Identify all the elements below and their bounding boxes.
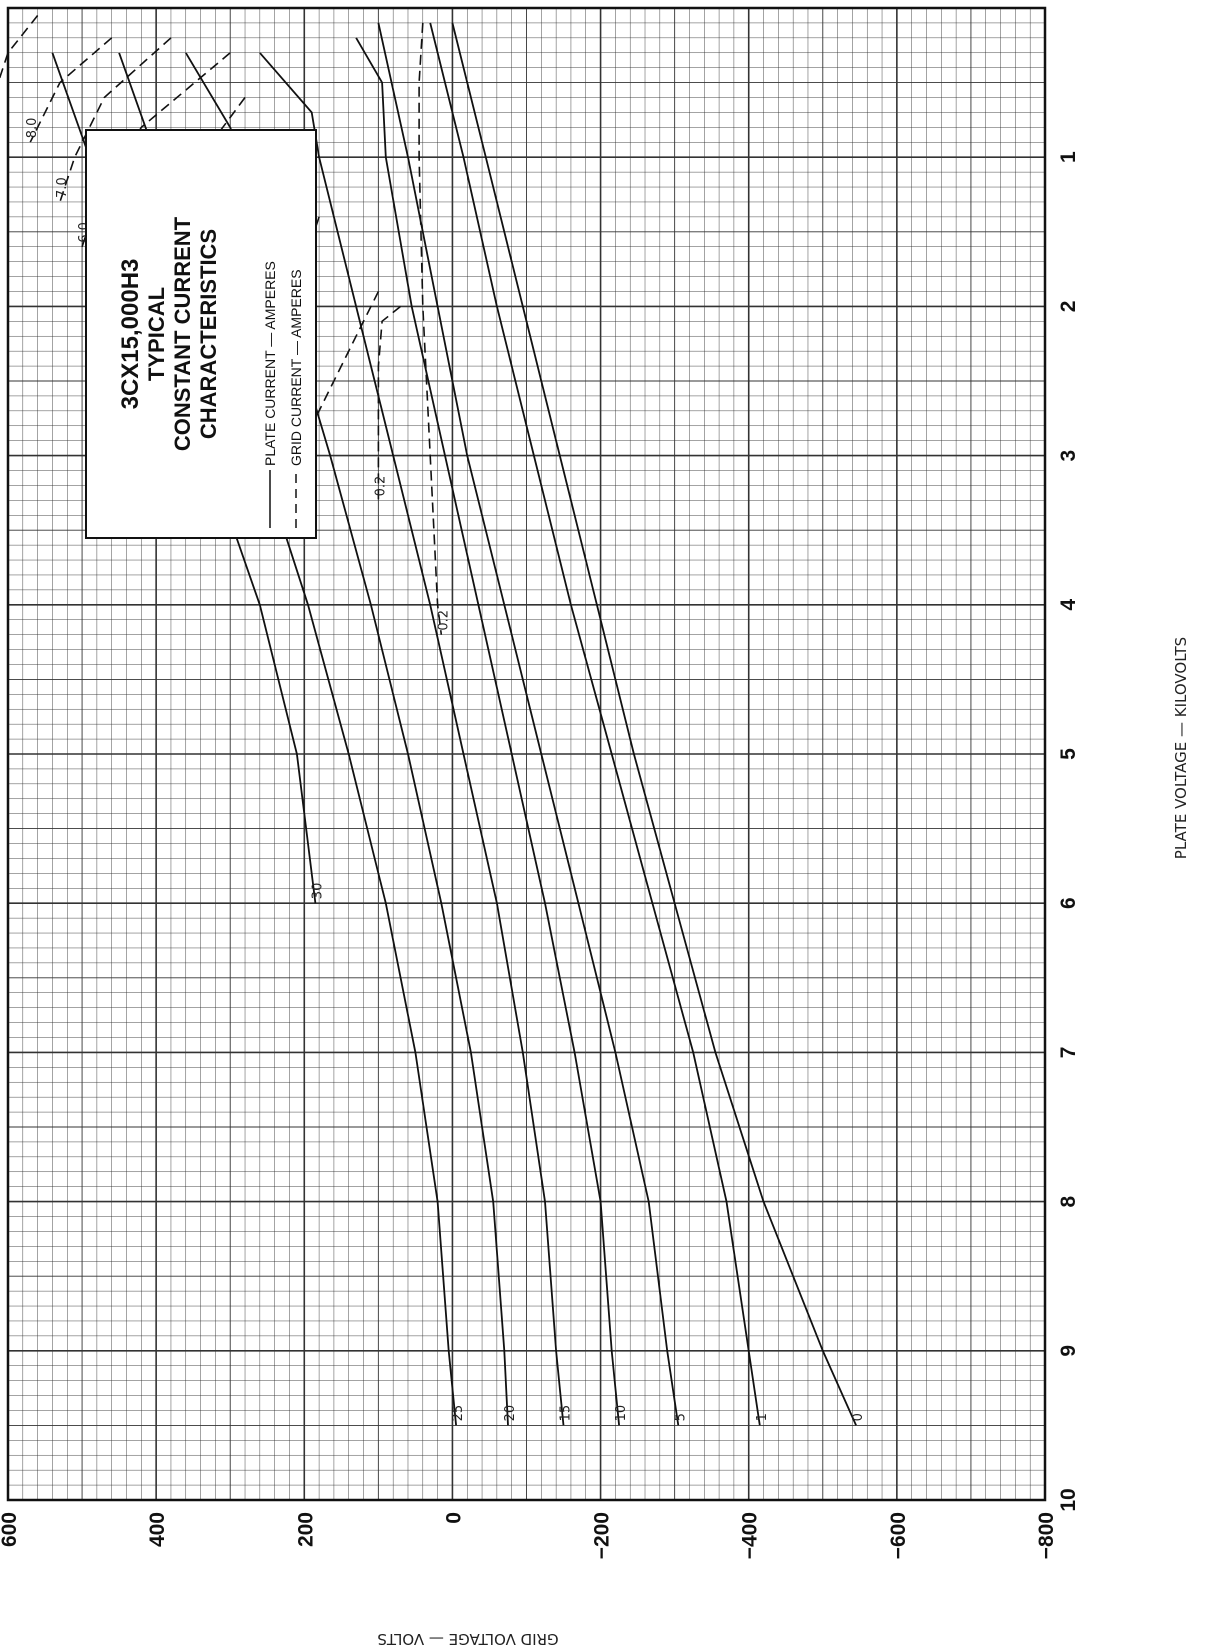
x-tick-label: 1 — [1057, 151, 1080, 163]
y-tick-group: −200 — [591, 1512, 614, 1559]
y-tick-group: 600 — [0, 1512, 21, 1547]
x-tick-group: 7 — [1057, 1047, 1080, 1059]
y-tick-group: 200 — [294, 1512, 317, 1547]
curve-label-group: 7.0 — [55, 177, 70, 198]
y-tick-label: −200 — [591, 1512, 614, 1559]
legend: 3CX15,000H3 TYPICAL CONSTANT CURRENT CHA… — [85, 129, 317, 539]
y-tick-label: 600 — [0, 1512, 21, 1547]
grid-current-label: 0.2 — [373, 476, 388, 497]
plate-current-label: 5 — [673, 1413, 688, 1421]
plot-frame — [6, 6, 1047, 1502]
plate-current-curve — [355, 37, 620, 1426]
grid-current-curve — [418, 22, 443, 635]
plate-current-label: 10 — [614, 1405, 629, 1422]
curve-label-group: 20 — [503, 1405, 518, 1422]
plate-current-curve — [259, 52, 565, 1426]
curve-label-group: 1 — [755, 1413, 770, 1421]
x-tick-label: 3 — [1057, 450, 1080, 462]
chart-title: 3CX15,000H3 — [117, 259, 144, 410]
grid-current-label: 8.0 — [25, 118, 40, 139]
x-tick-label: 5 — [1057, 748, 1080, 760]
y-tick-label: 200 — [294, 1512, 317, 1547]
grid-current-label: 7.0 — [55, 177, 70, 198]
legend-box — [85, 129, 317, 539]
legend-entry-plate-current: PLATE CURRENT — AMPERES — [262, 261, 278, 466]
y-tick-label: −400 — [739, 1512, 762, 1559]
y-tick-label: 400 — [146, 1512, 169, 1547]
chart-subtitle-line-1: TYPICAL — [144, 287, 169, 381]
grid-current-curve — [29, 37, 113, 143]
grid-current-label: 9.0 — [0, 73, 3, 94]
y-tick-group: 0 — [442, 1512, 465, 1524]
x-tick-group: 9 — [1057, 1345, 1080, 1357]
y-tick-group: −600 — [887, 1512, 910, 1559]
x-tick-group: 2 — [1057, 301, 1080, 313]
x-tick-group: 3 — [1057, 450, 1080, 462]
plate-current-label: 15 — [559, 1405, 574, 1422]
grid-current-curve — [59, 37, 172, 203]
y-tick-group: 400 — [146, 1512, 169, 1547]
curve-label-group: 0 — [851, 1413, 866, 1421]
x-tick-label: 6 — [1057, 897, 1080, 909]
chart-subtitle-line-3: CHARACTERISTICS — [196, 229, 221, 439]
x-tick-label: 7 — [1057, 1047, 1080, 1059]
curve-label-group: 15 — [559, 1405, 574, 1422]
x-axis-ticks: 1 2 3 4 5 6 7 8 9 10 — [1057, 151, 1080, 1512]
plate-current-label: 25 — [451, 1405, 466, 1422]
y-axis-label: GRID VOLTAGE — VOLTS — [377, 1630, 558, 1646]
x-axis-label: PLATE VOLTAGE — KILOVOLTS — [1172, 637, 1190, 859]
curve-label-group: 0.2 — [436, 610, 451, 631]
y-tick-group: −800 — [1035, 1512, 1058, 1559]
plate-current-curve — [429, 22, 761, 1426]
curve-label-group: 25 — [451, 1405, 466, 1422]
y-tick-label: −600 — [887, 1512, 910, 1559]
plate-current-curve — [377, 22, 680, 1426]
plate-current-label: 1 — [755, 1413, 770, 1421]
curve-label-group: 0.2 — [373, 476, 388, 497]
x-tick-group: 1 — [1057, 151, 1080, 163]
curve-label-group: 10 — [614, 1405, 629, 1422]
y-tick-group: −400 — [739, 1512, 762, 1559]
chart-subtitle-line-2: CONSTANT CURRENT — [170, 216, 195, 451]
x-tick-label: 9 — [1057, 1345, 1080, 1357]
grid-current-label: 0.2 — [436, 610, 451, 631]
plate-current-curves — [51, 22, 857, 1426]
x-tick-group: 6 — [1057, 897, 1080, 909]
y-tick-label: 0 — [442, 1512, 465, 1524]
plate-current-label: 20 — [503, 1405, 518, 1422]
curve-label-group: 8.0 — [25, 118, 40, 139]
plate-current-curve — [451, 22, 857, 1426]
x-tick-group: 5 — [1057, 748, 1080, 760]
x-tick-label: 2 — [1057, 301, 1080, 313]
curve-label-group: 30 — [310, 883, 325, 900]
plate-current-label: 0 — [851, 1413, 866, 1421]
x-tick-group: 10 — [1057, 1488, 1080, 1511]
grid-current-curve — [377, 305, 402, 501]
grid-current-curve — [0, 15, 39, 80]
legend-entry-grid-current: GRID CURRENT — AMPERES — [288, 269, 304, 466]
curve-label-group: 9.0 — [0, 73, 3, 94]
x-tick-label: 8 — [1057, 1195, 1080, 1207]
x-tick-label: 10 — [1057, 1488, 1080, 1511]
y-axis-ticks: 600 400 200 0 −200 −400 −600 −800 — [0, 1512, 1058, 1559]
x-tick-label: 4 — [1057, 599, 1080, 611]
plate-current-label: 30 — [310, 883, 325, 900]
curve-label-group: 5 — [673, 1413, 688, 1421]
x-tick-group: 8 — [1057, 1195, 1080, 1207]
y-tick-label: −800 — [1035, 1512, 1058, 1559]
x-tick-group: 4 — [1057, 599, 1080, 611]
